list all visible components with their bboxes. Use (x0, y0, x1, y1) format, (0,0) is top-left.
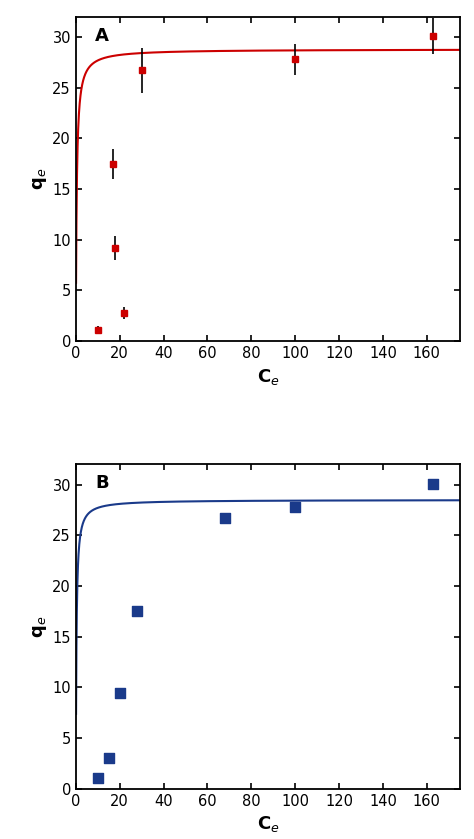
X-axis label: C$_e$: C$_e$ (256, 814, 279, 834)
X-axis label: C$_e$: C$_e$ (256, 367, 279, 387)
Y-axis label: q$_e$: q$_e$ (31, 615, 49, 638)
Point (105, 752, 112, 765)
Point (94, 771, 101, 784)
Point (292, 500, 299, 513)
Point (429, 477, 437, 490)
Y-axis label: q$_e$: q$_e$ (31, 168, 49, 190)
Text: A: A (95, 27, 109, 44)
Text: B: B (95, 474, 109, 492)
Point (221, 511, 229, 524)
Point (134, 605, 141, 618)
Point (116, 686, 124, 700)
